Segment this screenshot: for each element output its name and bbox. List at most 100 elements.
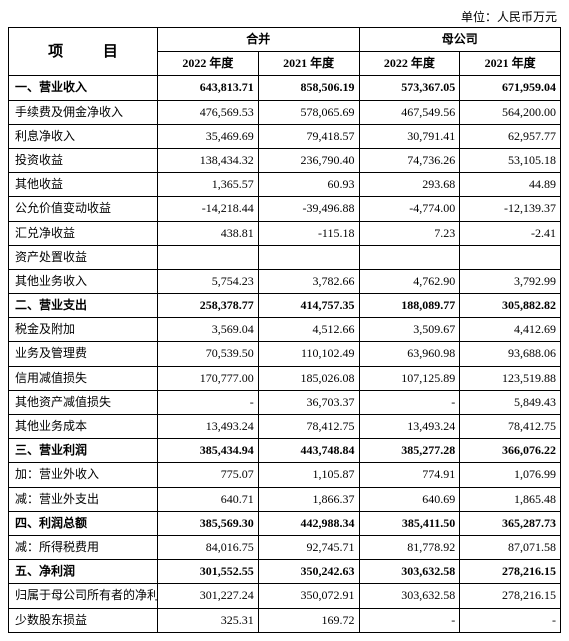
cell-value: 442,988.34 bbox=[258, 511, 359, 535]
table-row: 五、净利润301,552.55350,242.63303,632.58278,2… bbox=[9, 560, 561, 584]
table-row: 汇兑净收益438.81-115.187.23-2.41 bbox=[9, 221, 561, 245]
table-row: 减：所得税费用84,016.7592,745.7181,778.9287,071… bbox=[9, 535, 561, 559]
cell-value: 3,509.67 bbox=[359, 318, 460, 342]
cell-value: 385,411.50 bbox=[359, 511, 460, 535]
table-row: 少数股东损益325.31169.72-- bbox=[9, 608, 561, 632]
row-label: 其他资产减值损失 bbox=[9, 390, 158, 414]
cell-value: 70,539.50 bbox=[158, 342, 259, 366]
cell-value: 62,957.77 bbox=[460, 124, 561, 148]
cell-value: 640.69 bbox=[359, 487, 460, 511]
cell-value: 564,200.00 bbox=[460, 100, 561, 124]
cell-value: 188,089.77 bbox=[359, 294, 460, 318]
cell-value: 107,125.89 bbox=[359, 366, 460, 390]
row-label: 手续费及佣金净收入 bbox=[9, 100, 158, 124]
cell-value: 640.71 bbox=[158, 487, 259, 511]
col-cons-2022: 2022 年度 bbox=[158, 52, 259, 76]
cell-value: 774.91 bbox=[359, 463, 460, 487]
cell-value: 385,277.28 bbox=[359, 439, 460, 463]
cell-value: 303,632.58 bbox=[359, 584, 460, 608]
cell-value: 775.07 bbox=[158, 463, 259, 487]
cell-value: 92,745.71 bbox=[258, 535, 359, 559]
cell-value: 4,512.66 bbox=[258, 318, 359, 342]
cell-value: 350,072.91 bbox=[258, 584, 359, 608]
cell-value: 293.68 bbox=[359, 173, 460, 197]
cell-value: 13,493.24 bbox=[359, 415, 460, 439]
cell-value: 35,469.69 bbox=[158, 124, 259, 148]
col-consolidated: 合并 bbox=[158, 28, 359, 52]
cell-value: 1,105.87 bbox=[258, 463, 359, 487]
cell-value: -4,774.00 bbox=[359, 197, 460, 221]
table-row: 一、营业收入643,813.71858,506.19573,367.05671,… bbox=[9, 76, 561, 100]
cell-value: 74,736.26 bbox=[359, 148, 460, 172]
row-label: 汇兑净收益 bbox=[9, 221, 158, 245]
cell-value: 44.89 bbox=[460, 173, 561, 197]
row-label: 业务及管理费 bbox=[9, 342, 158, 366]
header-row-1: 项 目 合并 母公司 bbox=[9, 28, 561, 52]
row-label: 减：营业外支出 bbox=[9, 487, 158, 511]
row-label: 四、利润总额 bbox=[9, 511, 158, 535]
cell-value: 110,102.49 bbox=[258, 342, 359, 366]
cell-value: 63,960.98 bbox=[359, 342, 460, 366]
cell-value: 170,777.00 bbox=[158, 366, 259, 390]
cell-value: 36,703.37 bbox=[258, 390, 359, 414]
cell-value: 858,506.19 bbox=[258, 76, 359, 100]
cell-value: 1,866.37 bbox=[258, 487, 359, 511]
row-label: 其他业务成本 bbox=[9, 415, 158, 439]
cell-value: 385,569.30 bbox=[158, 511, 259, 535]
cell-value bbox=[158, 245, 259, 269]
row-label: 资产处置收益 bbox=[9, 245, 158, 269]
cell-value: 443,748.84 bbox=[258, 439, 359, 463]
cell-value: 467,549.56 bbox=[359, 100, 460, 124]
table-row: 三、营业利润385,434.94443,748.84385,277.28366,… bbox=[9, 439, 561, 463]
cell-value: -12,139.37 bbox=[460, 197, 561, 221]
row-label: 信用减值损失 bbox=[9, 366, 158, 390]
cell-value: 278,216.15 bbox=[460, 560, 561, 584]
cell-value bbox=[359, 245, 460, 269]
cell-value: 4,412.69 bbox=[460, 318, 561, 342]
row-label: 减：所得税费用 bbox=[9, 535, 158, 559]
col-par-2021: 2021 年度 bbox=[460, 52, 561, 76]
cell-value: 325.31 bbox=[158, 608, 259, 632]
cell-value bbox=[258, 245, 359, 269]
cell-value: - bbox=[359, 608, 460, 632]
table-body: 一、营业收入643,813.71858,506.19573,367.05671,… bbox=[9, 76, 561, 632]
cell-value: 7.23 bbox=[359, 221, 460, 245]
cell-value: 1,365.57 bbox=[158, 173, 259, 197]
cell-value: 79,418.57 bbox=[258, 124, 359, 148]
cell-value: 84,016.75 bbox=[158, 535, 259, 559]
cell-value: 78,412.75 bbox=[258, 415, 359, 439]
cell-value: - bbox=[359, 390, 460, 414]
cell-value: -115.18 bbox=[258, 221, 359, 245]
cell-value: -2.41 bbox=[460, 221, 561, 245]
cell-value: 93,688.06 bbox=[460, 342, 561, 366]
cell-value: 5,754.23 bbox=[158, 269, 259, 293]
table-row: 二、营业支出258,378.77414,757.35188,089.77305,… bbox=[9, 294, 561, 318]
row-label: 利息净收入 bbox=[9, 124, 158, 148]
cell-value: 573,367.05 bbox=[359, 76, 460, 100]
cell-value: 81,778.92 bbox=[359, 535, 460, 559]
row-label: 少数股东损益 bbox=[9, 608, 158, 632]
cell-value: 414,757.35 bbox=[258, 294, 359, 318]
cell-value: 4,762.90 bbox=[359, 269, 460, 293]
cell-value: 305,882.82 bbox=[460, 294, 561, 318]
table-row: 归属于母公司所有者的净利润301,227.24350,072.91303,632… bbox=[9, 584, 561, 608]
cell-value: 3,792.99 bbox=[460, 269, 561, 293]
cell-value: 438.81 bbox=[158, 221, 259, 245]
cell-value: 578,065.69 bbox=[258, 100, 359, 124]
table-row: 投资收益138,434.32236,790.4074,736.2653,105.… bbox=[9, 148, 561, 172]
table-row: 手续费及佣金净收入476,569.53578,065.69467,549.565… bbox=[9, 100, 561, 124]
cell-value bbox=[460, 245, 561, 269]
financial-table: 项 目 合并 母公司 2022 年度 2021 年度 2022 年度 2021 … bbox=[8, 27, 561, 633]
cell-value: 138,434.32 bbox=[158, 148, 259, 172]
cell-value: - bbox=[158, 390, 259, 414]
cell-value: 1,865.48 bbox=[460, 487, 561, 511]
table-row: 税金及附加3,569.044,512.663,509.674,412.69 bbox=[9, 318, 561, 342]
cell-value: 13,493.24 bbox=[158, 415, 259, 439]
row-label: 投资收益 bbox=[9, 148, 158, 172]
row-label: 归属于母公司所有者的净利润 bbox=[9, 584, 158, 608]
table-row: 信用减值损失170,777.00185,026.08107,125.89123,… bbox=[9, 366, 561, 390]
row-label: 二、营业支出 bbox=[9, 294, 158, 318]
table-row: 其他业务收入5,754.233,782.664,762.903,792.99 bbox=[9, 269, 561, 293]
table-row: 资产处置收益 bbox=[9, 245, 561, 269]
row-label: 公允价值变动收益 bbox=[9, 197, 158, 221]
